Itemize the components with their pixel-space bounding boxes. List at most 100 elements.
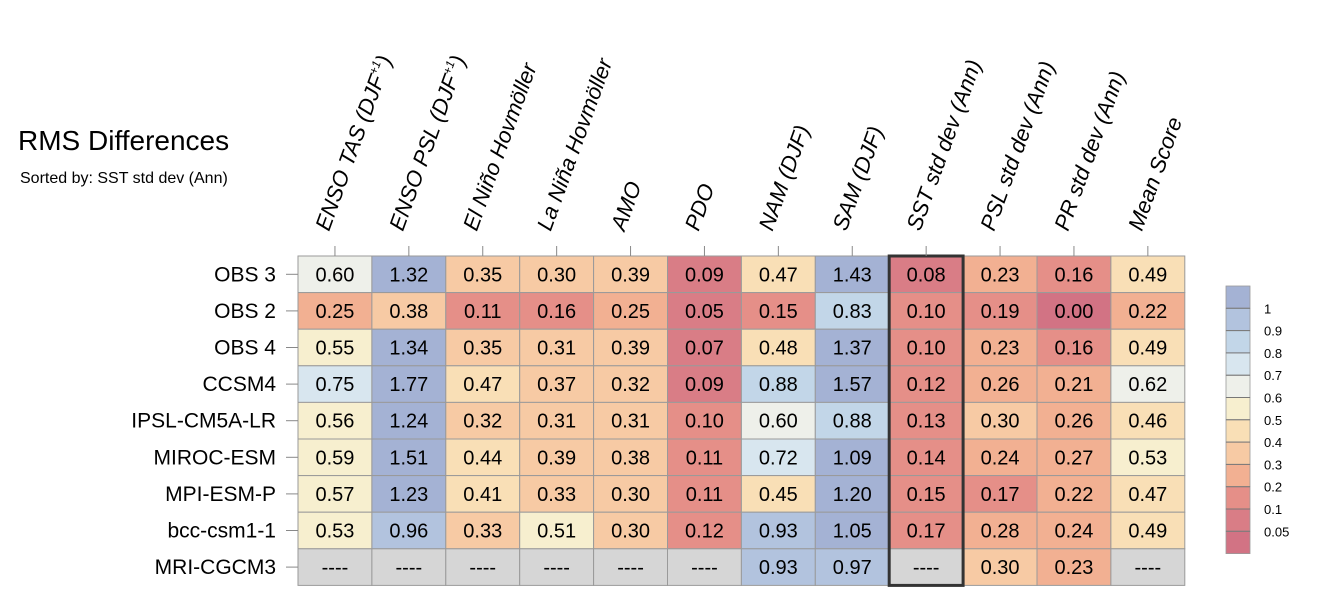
cell-value: 0.19 (981, 301, 1020, 323)
chart-title: RMS Differences (18, 125, 230, 156)
cell-value: 0.62 (1128, 374, 1167, 396)
cell-value: 0.39 (611, 338, 650, 360)
heatmap-cell (1036, 511, 1112, 550)
cell-value: 0.39 (611, 264, 650, 286)
cell-value: 0.38 (611, 447, 650, 469)
column-label: ENSO PSL (DJF+1) (384, 52, 471, 234)
cell-value: 0.26 (981, 374, 1020, 396)
heatmap-cell (962, 548, 1038, 586)
cell-value: 0.56 (315, 411, 354, 433)
column-label: PDO (680, 180, 720, 233)
cell-value: 0.72 (759, 447, 798, 469)
cell-value: 0.10 (907, 338, 946, 360)
cell-value: 0.93 (759, 557, 798, 579)
heatmap-cell (1110, 365, 1186, 403)
cell-value: 0.83 (833, 301, 872, 323)
heatmap-cell (888, 328, 964, 367)
cell-value: 1.24 (389, 411, 428, 433)
heatmap-cell (740, 292, 816, 330)
cell-value: 0.41 (463, 484, 502, 506)
cell-value: 1.77 (389, 374, 428, 396)
heatmap-cell (740, 255, 816, 294)
legend-label: 0.7 (1264, 368, 1282, 383)
column-label-main: PR std dev (Ann) (1049, 68, 1130, 234)
cell-value: 1.34 (389, 338, 428, 360)
cell-value: 0.00 (1054, 301, 1093, 323)
legend-swatch (1225, 285, 1251, 309)
cell-value: 0.75 (315, 374, 354, 396)
heatmap-cell (888, 511, 964, 550)
cell-value: 0.16 (537, 301, 576, 323)
cell-value: 0.09 (685, 264, 724, 286)
heatmap-cell (519, 328, 595, 367)
column-label: SST std dev (Ann) (901, 56, 986, 233)
cell-value: 0.45 (759, 484, 798, 506)
cell-value: 1.23 (389, 484, 428, 506)
cell-value: 0.23 (981, 264, 1020, 286)
heatmap-cell (740, 548, 816, 586)
column-label: PSL std dev (Ann) (975, 58, 1059, 234)
column-label: PR std dev (Ann) (1049, 68, 1130, 234)
heatmap-cell (519, 511, 595, 550)
heatmap-cell (593, 548, 668, 586)
cell-value: 0.08 (907, 264, 946, 286)
cell-value: 0.97 (833, 557, 872, 579)
cell-value: ---- (617, 557, 644, 579)
legend-label: 1 (1264, 301, 1271, 316)
cell-value: 1.05 (833, 521, 872, 543)
cell-value: 0.32 (611, 374, 650, 396)
legend-swatch (1225, 463, 1251, 488)
heatmap-cell (888, 255, 964, 294)
legend-label: 0.4 (1264, 435, 1282, 450)
cell-value: 0.47 (759, 264, 798, 286)
heatmap-cell (297, 438, 373, 477)
column-label-superscript: +1 (440, 59, 458, 77)
heatmap-cell (297, 548, 373, 586)
heatmap-cell (962, 292, 1038, 330)
heatmap-cell (593, 328, 668, 367)
cell-value: 0.30 (611, 484, 650, 506)
heatmap-cell (519, 475, 595, 513)
heatmap-cell (1036, 548, 1112, 586)
cell-value: 0.23 (981, 338, 1020, 360)
column-label-main: AMO (605, 178, 646, 236)
cell-value: 0.47 (463, 374, 502, 396)
cell-value: 0.24 (981, 447, 1020, 469)
row-label: bcc-csm1-1 (167, 520, 276, 543)
column-label-main: Mean Score (1123, 114, 1187, 234)
heatmap-cell (740, 438, 816, 477)
cell-value: 0.10 (907, 301, 946, 323)
cell-value: 0.28 (981, 521, 1020, 543)
cell-value: ---- (322, 557, 349, 579)
cell-value: 1.57 (833, 374, 872, 396)
cell-value: 0.93 (759, 521, 798, 543)
legend-swatch (1225, 307, 1251, 331)
legend-label: 0.3 (1264, 457, 1282, 472)
legend-label: 0.1 (1264, 502, 1282, 517)
row-label: MPI-ESM-P (165, 483, 276, 506)
cell-value: 0.12 (907, 374, 946, 396)
legend-swatch (1225, 397, 1251, 421)
heatmap-cell (593, 292, 668, 330)
row-label: MIROC-ESM (154, 446, 277, 469)
cell-value: ---- (913, 557, 940, 579)
heatmap-cell (445, 328, 521, 367)
heatmap-cell (667, 292, 742, 330)
legend-swatch (1225, 419, 1251, 443)
heatmap-cell (1110, 548, 1186, 586)
column-label: SAM (DJF) (827, 123, 888, 234)
heatmap-cell (445, 475, 521, 513)
cell-value: 0.96 (389, 521, 428, 543)
cell-value: 0.55 (315, 338, 354, 360)
heatmap-cell (1110, 511, 1186, 550)
legend-label: 0.05 (1264, 524, 1289, 539)
heatmap-cell (814, 438, 890, 477)
heatmap-cell (740, 328, 816, 367)
heatmap-cell (297, 255, 373, 294)
column-label: ENSO TAS (DJF+1) (310, 52, 397, 234)
heatmap-cell (1110, 438, 1186, 477)
cell-value: 0.16 (1054, 338, 1093, 360)
cell-value: 0.35 (463, 264, 502, 286)
cell-value: 0.12 (685, 521, 724, 543)
